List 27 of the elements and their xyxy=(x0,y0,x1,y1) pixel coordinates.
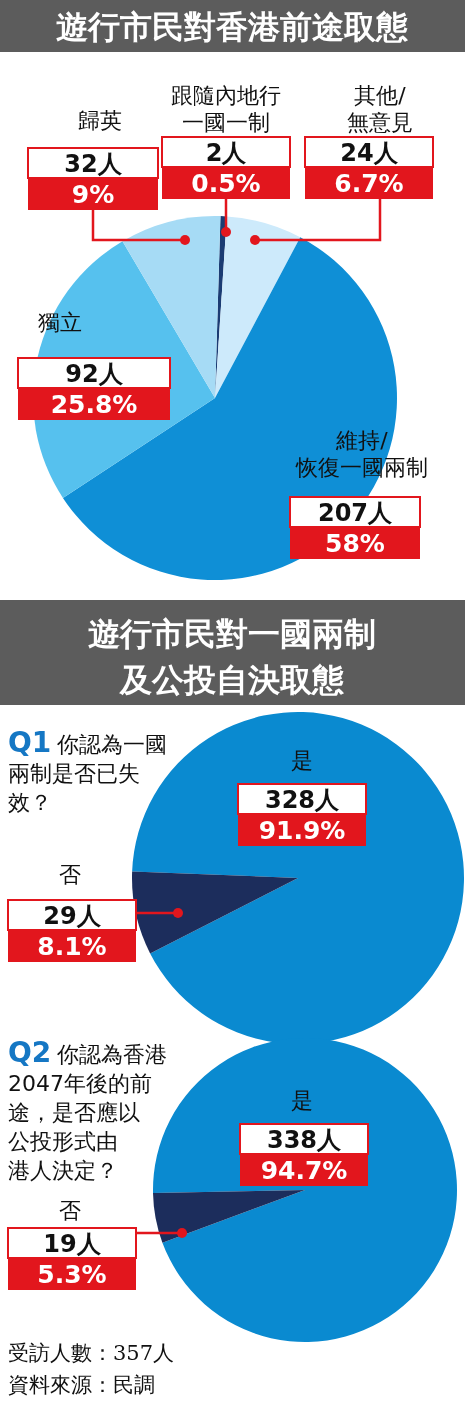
slice-label: 否 xyxy=(59,862,81,887)
slice-label: 是 xyxy=(291,748,313,773)
slice-label: 否 xyxy=(59,1198,81,1223)
slice-label: 其他/無意見 xyxy=(347,83,413,135)
data-label: 338人 94.7% xyxy=(260,1126,348,1185)
slice-label: 維持/恢復一國兩制 xyxy=(295,428,428,480)
pie-slice xyxy=(132,871,298,954)
data-label: 29人 8.1% xyxy=(37,902,107,961)
data-label: 92人 25.8% xyxy=(50,360,138,419)
data-label: 32人 9% xyxy=(64,150,123,209)
text: Q2 你認為香港2047年後的前途，是否應以公投形式由港人決定？ xyxy=(8,1036,168,1183)
data-label: 19人 5.3% xyxy=(37,1230,107,1289)
text: Q1 你認為一國兩制是否已失效？ xyxy=(8,726,168,815)
data-label: 207人 58% xyxy=(317,499,394,558)
text: 受訪人數：357人 xyxy=(8,1341,175,1365)
data-label: 2人 0.5% xyxy=(191,139,261,198)
data-label: 24人 6.7% xyxy=(334,139,404,198)
slice-label: 是 xyxy=(291,1088,313,1113)
chart-title: 遊行市民對一國兩制及公投自決取態 xyxy=(88,615,376,699)
slice-label: 獨立 xyxy=(38,310,82,335)
pie-slice xyxy=(215,216,301,398)
data-label: 328人 91.9% xyxy=(258,786,346,845)
chart-title: 遊行市民對香港前途取態 xyxy=(56,8,408,46)
slice-label: 歸英 xyxy=(78,108,122,133)
pie-slice xyxy=(153,1190,305,1243)
slice-label: 跟隨內地行一國一制 xyxy=(171,83,281,135)
source-note: 資料來源：民調 xyxy=(8,1373,155,1397)
